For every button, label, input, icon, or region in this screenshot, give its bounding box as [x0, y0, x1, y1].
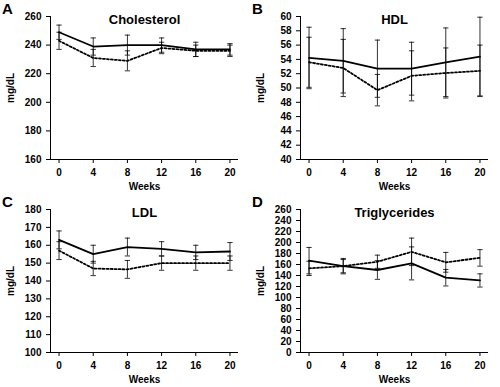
svg-text:20: 20 [474, 360, 486, 371]
svg-text:mg/dL: mg/dL [5, 73, 16, 103]
svg-text:20: 20 [474, 167, 486, 178]
svg-text:Weeks: Weeks [129, 181, 161, 192]
svg-text:16: 16 [190, 360, 202, 371]
svg-text:12: 12 [406, 360, 418, 371]
svg-text:Weeks: Weeks [379, 181, 411, 192]
svg-text:180: 180 [25, 125, 42, 136]
svg-text:58: 58 [280, 25, 292, 36]
svg-text:140: 140 [275, 270, 292, 281]
svg-text:240: 240 [275, 215, 292, 226]
svg-text:220: 220 [275, 226, 292, 237]
svg-text:16: 16 [440, 360, 452, 371]
svg-text:mg/dL: mg/dL [5, 266, 16, 296]
svg-text:Triglycerides: Triglycerides [354, 205, 434, 220]
svg-text:180: 180 [275, 248, 292, 259]
svg-text:60: 60 [280, 11, 292, 22]
svg-text:Weeks: Weeks [129, 374, 161, 385]
html-text:D: D [252, 193, 263, 210]
svg-text:100: 100 [25, 347, 42, 358]
svg-text:170: 170 [25, 222, 42, 233]
html-text:C: C [2, 193, 13, 210]
svg-text:20: 20 [224, 167, 236, 178]
svg-text:12: 12 [156, 167, 168, 178]
svg-text:200: 200 [25, 97, 42, 108]
svg-text:46: 46 [280, 111, 292, 122]
svg-text:4: 4 [90, 167, 96, 178]
svg-text:12: 12 [156, 360, 168, 371]
svg-text:160: 160 [25, 154, 42, 165]
svg-text:4: 4 [90, 360, 96, 371]
svg-text:40: 40 [280, 325, 292, 336]
svg-text:160: 160 [25, 239, 42, 250]
svg-text:8: 8 [125, 167, 131, 178]
svg-text:HDL: HDL [381, 12, 408, 27]
svg-text:0: 0 [286, 347, 292, 358]
svg-text:8: 8 [125, 360, 131, 371]
svg-text:8: 8 [375, 360, 381, 371]
svg-text:160: 160 [275, 259, 292, 270]
svg-text:20: 20 [224, 360, 236, 371]
svg-text:80: 80 [280, 303, 292, 314]
svg-text:12: 12 [406, 167, 418, 178]
svg-text:16: 16 [190, 167, 202, 178]
svg-text:0: 0 [306, 167, 312, 178]
svg-text:100: 100 [275, 292, 292, 303]
svg-text:120: 120 [25, 311, 42, 322]
html-text:B: B [252, 0, 263, 17]
svg-text:44: 44 [280, 125, 292, 136]
svg-text:110: 110 [25, 329, 42, 340]
svg-text:LDL: LDL [132, 205, 157, 220]
svg-text:0: 0 [56, 360, 62, 371]
svg-text:56: 56 [280, 39, 292, 50]
svg-text:4: 4 [340, 360, 346, 371]
svg-text:240: 240 [25, 39, 42, 50]
svg-text:120: 120 [275, 281, 292, 292]
svg-text:54: 54 [280, 54, 292, 65]
svg-text:mg/dL: mg/dL [255, 266, 266, 296]
svg-text:8: 8 [375, 167, 381, 178]
svg-text:140: 140 [25, 275, 42, 286]
svg-text:48: 48 [280, 97, 292, 108]
svg-text:150: 150 [25, 257, 42, 268]
svg-text:42: 42 [280, 139, 292, 150]
svg-text:Weeks: Weeks [379, 374, 411, 385]
svg-text:60: 60 [280, 314, 292, 325]
html-text:A: A [2, 0, 13, 17]
svg-text:52: 52 [280, 68, 292, 79]
svg-text:220: 220 [25, 68, 42, 79]
svg-text:130: 130 [25, 293, 42, 304]
svg-text:mg/dL: mg/dL [255, 73, 266, 103]
svg-text:180: 180 [25, 204, 42, 215]
svg-text:40: 40 [280, 154, 292, 165]
svg-text:260: 260 [275, 204, 292, 215]
svg-text:16: 16 [440, 167, 452, 178]
svg-text:20: 20 [280, 336, 292, 347]
svg-text:50: 50 [280, 82, 292, 93]
svg-text:260: 260 [25, 11, 42, 22]
svg-text:Cholesterol: Cholesterol [109, 12, 181, 27]
svg-text:0: 0 [56, 167, 62, 178]
svg-text:200: 200 [275, 237, 292, 248]
svg-text:0: 0 [306, 360, 312, 371]
svg-text:4: 4 [340, 167, 346, 178]
